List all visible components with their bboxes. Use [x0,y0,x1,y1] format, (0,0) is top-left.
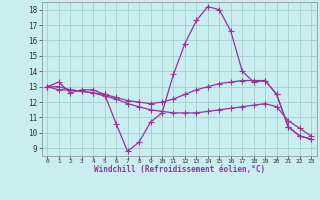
X-axis label: Windchill (Refroidissement éolien,°C): Windchill (Refroidissement éolien,°C) [94,165,265,174]
